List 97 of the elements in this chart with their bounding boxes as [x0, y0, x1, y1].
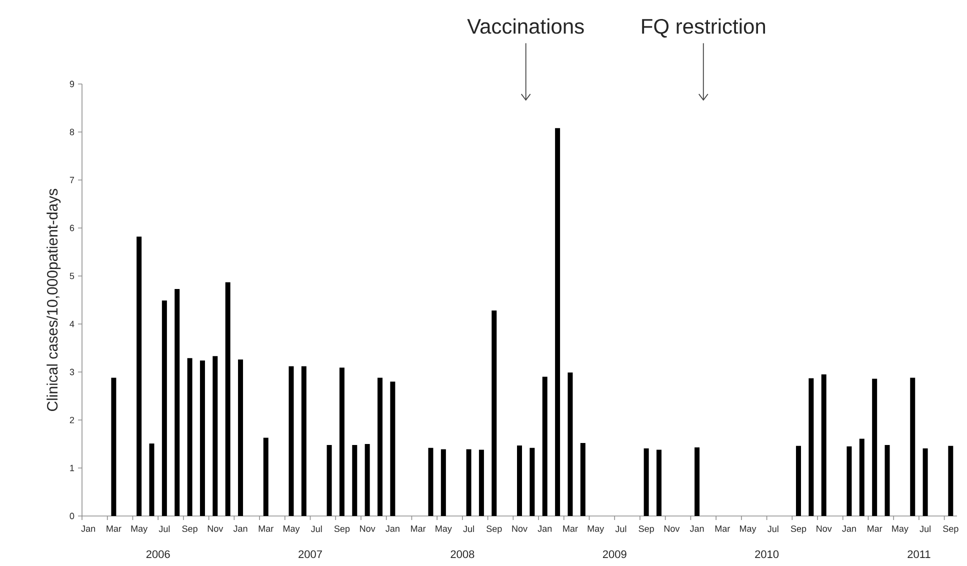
- bar: [111, 378, 116, 516]
- bar: [808, 378, 814, 516]
- x-tick-label: Sep: [790, 526, 806, 534]
- text: Vaccinations: [467, 18, 584, 34]
- bar: [821, 374, 826, 516]
- text: FQ restriction: [642, 18, 766, 38]
- bar: [238, 360, 244, 516]
- bar: [174, 288, 180, 516]
- y-tick-label: 1: [70, 464, 74, 472]
- y-tick-label: 5: [70, 272, 74, 280]
- x-tick-label: Jul: [158, 526, 170, 532]
- x-tick-label: Jan: [233, 526, 248, 532]
- x-tick-label: May: [283, 526, 300, 534]
- bar: [478, 450, 484, 516]
- x-tick-label: Jan: [386, 526, 400, 532]
- text: 2009: [602, 550, 626, 558]
- bar: [948, 446, 954, 516]
- x-tick-label: Sep: [182, 526, 198, 534]
- y-tick-label: 9: [70, 80, 74, 88]
- x-tick-label: Nov: [512, 526, 528, 532]
- bar: [694, 447, 700, 516]
- bar: [364, 444, 370, 516]
- x-tick-label: Jul: [310, 526, 322, 532]
- x-tick-label: Jul: [463, 526, 474, 532]
- bar: [301, 366, 306, 516]
- y-tick-label: 2: [70, 416, 74, 424]
- x-tick-label: May: [588, 526, 604, 534]
- x-tick-label: Nov: [360, 526, 376, 532]
- bar: [162, 300, 167, 516]
- text: 2011: [908, 550, 930, 558]
- x-tick-label: Sep: [943, 526, 958, 534]
- x-tick-label: Mar: [258, 526, 274, 532]
- bar: [378, 378, 383, 516]
- bar: [492, 310, 497, 516]
- x-tick-label: Jan: [81, 526, 96, 532]
- bar: [466, 449, 472, 516]
- bar: [440, 449, 446, 516]
- text: 2008: [450, 550, 474, 558]
- x-tick-label: Jul: [615, 526, 626, 532]
- bar: [339, 368, 344, 516]
- bar: [428, 448, 434, 516]
- bar: [910, 378, 916, 516]
- x-tick-label: Mar: [411, 526, 426, 532]
- x-tick-label: May: [131, 526, 148, 534]
- x-tick-label: Jan: [538, 526, 552, 532]
- text: 2007: [298, 550, 322, 558]
- bar: [922, 448, 928, 516]
- bar: [200, 360, 205, 516]
- y-tick-label: 8: [70, 128, 74, 136]
- bar: [542, 376, 548, 516]
- y-tick-label: 3: [70, 368, 74, 376]
- x-tick-label: Jul: [768, 526, 778, 532]
- bar: [656, 450, 662, 516]
- bar: [390, 382, 396, 516]
- x-tick-label: Sep: [334, 526, 350, 534]
- x-tick-label: Jul: [920, 526, 930, 532]
- bar: [568, 372, 573, 516]
- x-tick-label: Mar: [106, 526, 122, 532]
- bar: [580, 443, 586, 516]
- bar: [149, 444, 154, 516]
- x-tick-label: May: [740, 526, 756, 534]
- x-tick-label: Nov: [664, 526, 680, 532]
- x-tick-label: Jan: [842, 526, 856, 532]
- x-tick-label: May: [892, 526, 908, 534]
- bar: [859, 438, 864, 516]
- y-axis-title: Clinical cases/10,000patient-days: [46, 188, 61, 411]
- x-tick-label: Jan: [690, 526, 704, 532]
- bar: [212, 356, 218, 516]
- x-tick-label: Nov: [816, 526, 832, 532]
- y-tick-label: 0: [70, 512, 74, 520]
- x-tick-label: Sep: [486, 526, 502, 534]
- x-tick-label: Mar: [563, 526, 578, 532]
- bar: [796, 446, 801, 516]
- bar: [644, 448, 649, 516]
- x-tick-label: Sep: [638, 526, 654, 534]
- x-tick-label: Mar: [715, 526, 730, 532]
- bar: [884, 444, 890, 516]
- bar: [555, 128, 560, 516]
- text: 2010: [755, 550, 779, 558]
- bar: [136, 236, 142, 516]
- bar: [517, 445, 522, 516]
- bar: [846, 446, 852, 516]
- bar: [187, 358, 192, 516]
- text: 2006: [146, 550, 170, 558]
- y-tick-label: 7: [70, 176, 74, 184]
- bar: [872, 378, 878, 516]
- bar: [530, 448, 535, 516]
- x-tick-label: Nov: [208, 526, 224, 532]
- bar: [288, 366, 294, 516]
- y-tick-label: 4: [70, 320, 74, 328]
- bar: [225, 282, 230, 516]
- bar: [326, 444, 332, 516]
- bar: [352, 444, 358, 516]
- x-tick-label: May: [436, 526, 452, 534]
- bar: [263, 438, 268, 516]
- y-tick-label: 6: [70, 224, 74, 232]
- x-tick-label: Mar: [868, 526, 882, 532]
